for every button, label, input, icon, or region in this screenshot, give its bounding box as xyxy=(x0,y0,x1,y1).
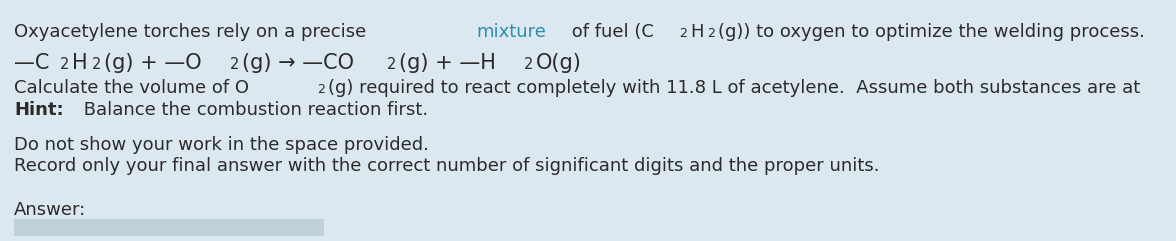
Text: 2: 2 xyxy=(680,27,688,40)
Text: (g) + —O: (g) + —O xyxy=(103,53,201,73)
Text: 2: 2 xyxy=(92,57,101,72)
Text: Calculate the volume of O: Calculate the volume of O xyxy=(14,79,249,97)
Text: Hint:: Hint: xyxy=(14,101,64,119)
Text: Answer:: Answer: xyxy=(14,201,86,219)
Text: Do not show your work in the space provided.: Do not show your work in the space provi… xyxy=(14,136,429,154)
Text: O(g): O(g) xyxy=(536,53,582,73)
Text: Oxyacetylene torches rely on a precise: Oxyacetylene torches rely on a precise xyxy=(14,23,372,41)
Text: 2: 2 xyxy=(523,57,533,72)
Text: (g)) to oxygen to optimize the welding process.: (g)) to oxygen to optimize the welding p… xyxy=(717,23,1144,41)
Text: mixture: mixture xyxy=(476,23,546,41)
Text: of fuel (C: of fuel (C xyxy=(566,23,654,41)
Text: Balance the combustion reaction first.: Balance the combustion reaction first. xyxy=(78,101,428,119)
Text: (g) required to react completely with 11.8 L of acetylene.  Assume both substanc: (g) required to react completely with 11… xyxy=(328,79,1145,97)
Text: H: H xyxy=(72,53,87,73)
Text: 2: 2 xyxy=(230,57,240,72)
Text: Record only your final answer with the correct number of significant digits and : Record only your final answer with the c… xyxy=(14,157,880,175)
Text: 2: 2 xyxy=(707,27,715,40)
FancyBboxPatch shape xyxy=(14,219,325,236)
Text: (g) + —H: (g) + —H xyxy=(399,53,495,73)
Text: (g) → —CO: (g) → —CO xyxy=(242,53,354,73)
Text: 2: 2 xyxy=(318,83,326,96)
Text: —C: —C xyxy=(14,53,49,73)
Text: 2: 2 xyxy=(60,57,69,72)
Text: H: H xyxy=(690,23,703,41)
Text: 2: 2 xyxy=(387,57,396,72)
